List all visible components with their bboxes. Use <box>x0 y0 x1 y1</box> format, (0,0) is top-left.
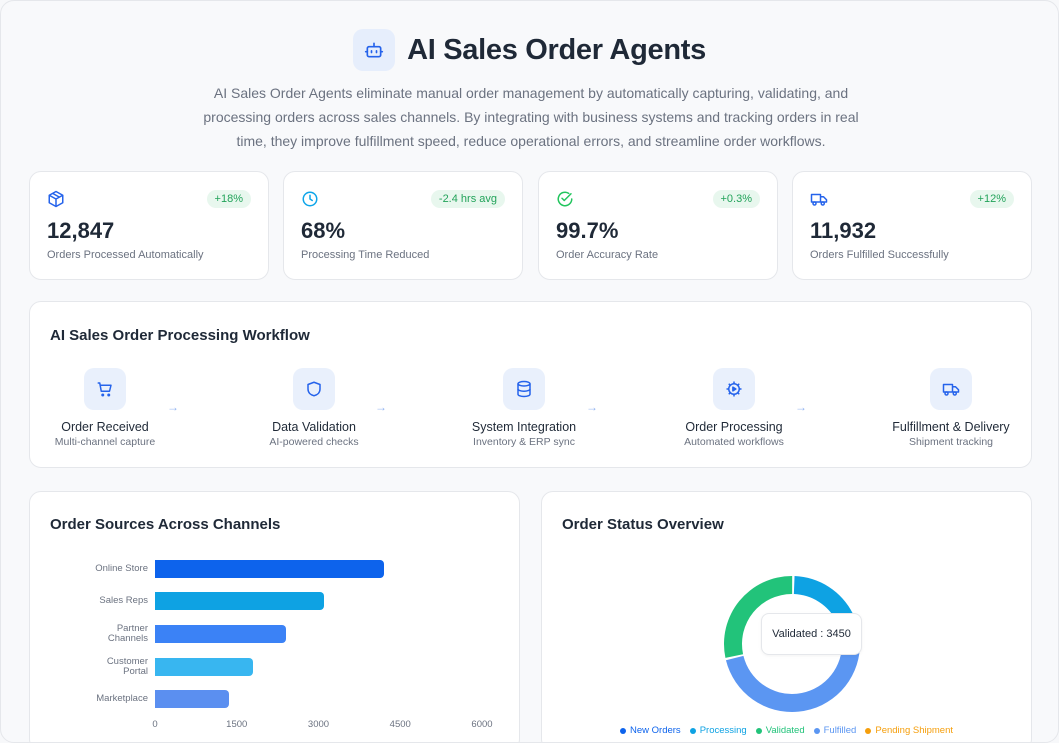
stat-card-accuracy: +0.3% 99.7% Order Accuracy Rate <box>538 171 778 280</box>
arrow-right-icon: → <box>167 400 179 414</box>
legend-dot-icon <box>755 727 762 734</box>
stat-label: Orders Fulfilled Successfully <box>810 249 949 261</box>
step-name: Fulfillment & Delivery <box>892 420 1010 434</box>
donut-slice[interactable] <box>725 646 860 712</box>
stat-value: 99.7% <box>556 218 619 243</box>
legend-dot-icon <box>865 727 872 734</box>
bar-label: Customer Portal <box>106 656 148 677</box>
step-name: Order Received <box>61 420 149 434</box>
legend-label: Processing <box>699 725 747 736</box>
package-icon <box>47 190 65 208</box>
stat-value: 12,847 <box>47 218 115 243</box>
trend-badge: +18% <box>206 190 251 208</box>
stat-card-orders-processed: +18% 12,847 Orders Processed Automatical… <box>29 171 269 280</box>
bar-label: Marketplace <box>96 693 148 704</box>
bar[interactable] <box>155 690 229 708</box>
stat-label: Order Accuracy Rate <box>556 249 659 261</box>
workflow-step-fulfillment: Fulfillment & Delivery Shipment tracking <box>876 368 1026 448</box>
trend-badge: -2.4 hrs avg <box>430 190 505 208</box>
workflow-step-order-received: Order Received Multi-channel capture <box>30 368 180 448</box>
donut-slice[interactable] <box>724 576 793 658</box>
arrow-right-icon: → <box>586 400 598 414</box>
workflow-title: AI Sales Order Processing Workflow <box>50 327 310 344</box>
legend-item[interactable]: Processing <box>689 725 747 736</box>
robot-icon <box>353 29 396 71</box>
legend-dot-icon <box>620 727 626 734</box>
x-tick-label: 4500 <box>389 719 411 730</box>
chart-title: Order Status Overview <box>562 516 724 533</box>
step-subtitle: Multi-channel capture <box>54 436 156 448</box>
donut-slice[interactable] <box>793 576 853 622</box>
page-header: AI Sales Order Agents <box>1 29 1058 71</box>
truck-icon <box>810 190 828 208</box>
stat-value: 11,932 <box>810 218 877 243</box>
step-name: Data Validation <box>272 420 356 434</box>
trend-badge: +12% <box>969 190 1014 208</box>
x-tick-label: 1500 <box>226 719 248 730</box>
legend-item[interactable]: Pending Shipment <box>865 725 953 736</box>
bar-label: Partner Channels <box>107 623 148 644</box>
stat-value: 68% <box>301 218 346 243</box>
gear-play-icon <box>713 368 755 410</box>
legend-label: New Orders <box>630 725 681 736</box>
legend-label: Pending Shipment <box>875 725 953 736</box>
database-icon <box>503 368 545 410</box>
order-status-chart: Order Status Overview Validated : 3450 N… <box>541 491 1032 742</box>
workflow-panel: AI Sales Order Processing Workflow Order… <box>29 301 1032 468</box>
step-subtitle: AI-powered checks <box>269 436 359 448</box>
legend-label: Fulfilled <box>823 725 857 736</box>
legend-item[interactable]: New Orders <box>620 725 681 736</box>
bar[interactable] <box>155 625 286 643</box>
bar[interactable] <box>155 592 324 610</box>
cart-icon <box>84 368 126 410</box>
chart-title: Order Sources Across Channels <box>50 516 281 533</box>
step-name: Order Processing <box>685 420 783 434</box>
chart-tooltip: Validated : 3450 <box>761 613 862 655</box>
chart-legend: New Orders Processing Validated Fulfilled Pe… <box>542 725 1031 736</box>
page-title: AI Sales Order Agents <box>407 33 706 66</box>
trend-badge: +0.3% <box>712 190 760 208</box>
legend-item[interactable]: Validated <box>755 725 805 736</box>
legend-dot-icon <box>813 727 820 734</box>
stat-label: Orders Processed Automatically <box>47 249 204 261</box>
bar-label: Sales Reps <box>99 595 148 606</box>
clock-icon <box>301 190 319 208</box>
bar[interactable] <box>155 560 384 578</box>
step-subtitle: Inventory & ERP sync <box>473 436 575 448</box>
workflow-step-system-integration: System Integration Inventory & ERP sync <box>449 368 599 448</box>
step-subtitle: Shipment tracking <box>908 436 994 448</box>
arrow-right-icon: → <box>795 400 807 414</box>
workflow-step-order-processing: Order Processing Automated workflows <box>659 368 809 448</box>
bar[interactable] <box>155 658 254 676</box>
page-description: AI Sales Order Agents eliminate manual o… <box>203 85 859 149</box>
stat-label: Processing Time Reduced <box>301 249 430 261</box>
arrow-right-icon: → <box>375 400 387 414</box>
order-sources-chart: Order Sources Across Channels Online Sto… <box>29 491 520 742</box>
legend-item[interactable]: Fulfilled <box>813 725 857 736</box>
stat-card-processing-time: -2.4 hrs avg 68% Processing Time Reduced <box>283 171 523 280</box>
bar-label: Online Store <box>95 563 148 574</box>
workflow-step-data-validation: Data Validation AI-powered checks <box>239 368 389 448</box>
truck-icon <box>930 368 972 410</box>
legend-label: Validated <box>765 725 805 736</box>
x-tick-label: 0 <box>152 719 158 730</box>
step-subtitle: Automated workflows <box>684 436 784 448</box>
step-name: System Integration <box>471 420 577 434</box>
shield-icon <box>293 368 335 410</box>
x-tick-label: 3000 <box>307 719 330 730</box>
stat-card-fulfilled: +12% 11,932 Orders Fulfilled Successfull… <box>792 171 1032 280</box>
check-circle-icon <box>556 190 574 208</box>
legend-dot-icon <box>689 727 696 734</box>
x-tick-label: 6000 <box>471 719 493 730</box>
